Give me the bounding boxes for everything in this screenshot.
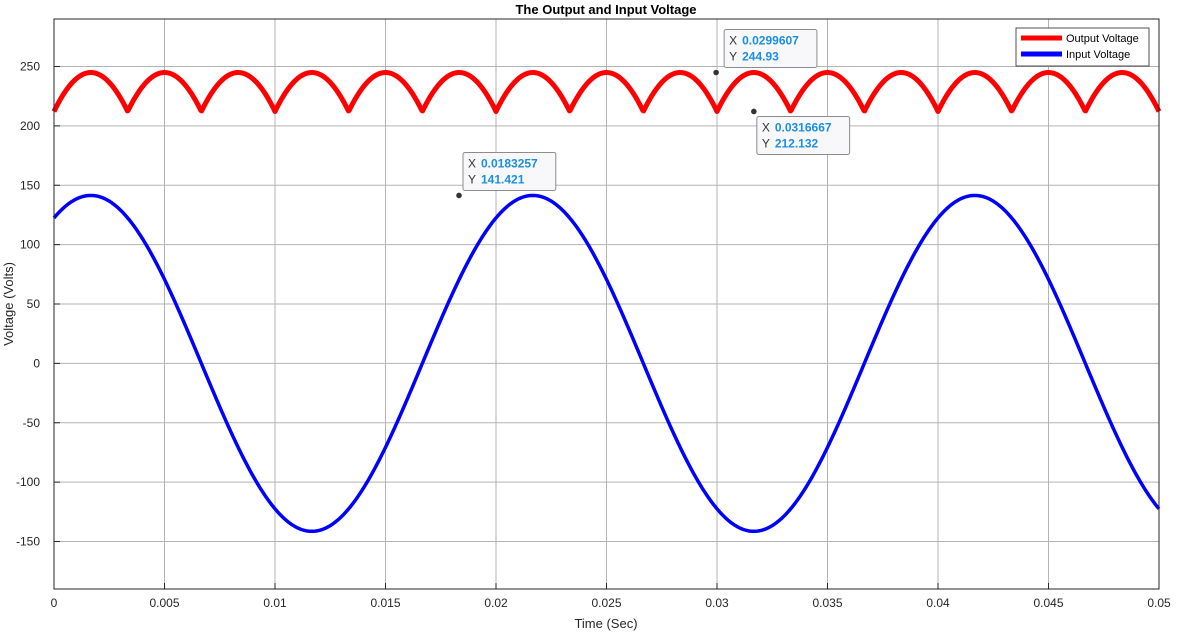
x-tick-label: 0.035 bbox=[812, 596, 842, 610]
x-tick-label: 0.03 bbox=[705, 596, 729, 610]
legend-label-output: Output Voltage bbox=[1066, 33, 1139, 45]
datatip[interactable]: X 0.0316667 Y 212.132 bbox=[750, 107, 851, 155]
datatip-x-value: 0.0316667 bbox=[775, 120, 832, 134]
series-layer bbox=[51, 70, 1162, 534]
y-tick-label: 150 bbox=[20, 178, 40, 192]
datatip-y-value: 141.421 bbox=[481, 172, 525, 186]
x-tick-label: 0.05 bbox=[1147, 596, 1171, 610]
x-tick-label: 0.005 bbox=[149, 596, 179, 610]
datatip-marker bbox=[712, 68, 720, 77]
datatip-x-value: 0.0183257 bbox=[481, 156, 538, 170]
datatip-y-value: 212.132 bbox=[775, 136, 819, 150]
x-tick-label: 0.02 bbox=[484, 596, 508, 610]
y-tick-label: -100 bbox=[16, 475, 40, 489]
datatip-y-key: Y bbox=[729, 50, 737, 64]
y-tick-label: 0 bbox=[33, 356, 40, 370]
legend-box bbox=[1015, 27, 1150, 67]
datatip-y-key: Y bbox=[468, 172, 476, 186]
datatip-box bbox=[462, 151, 557, 191]
datatip-x-key: X bbox=[468, 156, 476, 170]
datatip-marker bbox=[455, 191, 463, 200]
datatip-y-value: 244.93 bbox=[742, 50, 779, 64]
datatip[interactable]: X 0.0299607 Y 244.93 bbox=[712, 29, 818, 77]
y-tick-label: -150 bbox=[16, 535, 40, 549]
datatip-x-value: 0.0299607 bbox=[742, 34, 799, 48]
datatip-marker bbox=[750, 107, 758, 116]
legend[interactable]: Output Voltage Input Voltage bbox=[1015, 27, 1150, 67]
datatip-box bbox=[756, 115, 851, 155]
x-tick-label: 0.025 bbox=[591, 596, 621, 610]
datatip-box bbox=[723, 29, 818, 69]
y-axis-label: Voltage (Volts) bbox=[1, 262, 16, 346]
x-tick-label: 0.045 bbox=[1033, 596, 1063, 610]
y-tick-label: 100 bbox=[20, 238, 40, 252]
y-tick-label: 50 bbox=[27, 297, 41, 311]
datatip-x-key: X bbox=[762, 120, 770, 134]
y-axis-ticks: -150 -100 -50 0 50 100 150 200 250 bbox=[16, 60, 60, 549]
x-axis-ticks: 0 0.005 0.01 0.015 0.02 0.025 0.03 0.035 0.04 0.0… bbox=[51, 583, 1171, 610]
chart-title: The Output and Input Voltage bbox=[515, 2, 696, 17]
x-axis-label: Time (Sec) bbox=[574, 616, 637, 631]
legend-label-input: Input Voltage bbox=[1066, 49, 1130, 61]
x-tick-label: 0.015 bbox=[370, 596, 400, 610]
x-tick-label: 0.01 bbox=[263, 596, 287, 610]
y-tick-label: -50 bbox=[23, 416, 41, 430]
series-input-voltage-line bbox=[52, 193, 1161, 534]
y-tick-label: 200 bbox=[20, 119, 40, 133]
datatip-x-key: X bbox=[729, 34, 737, 48]
grid-lines bbox=[53, 19, 1160, 589]
x-tick-label: 0 bbox=[51, 596, 58, 610]
y-tick-label: 250 bbox=[20, 60, 40, 74]
x-tick-label: 0.04 bbox=[926, 596, 950, 610]
datatips: X 0.0183257 Y 141.421 X 0.0299607 Y 244.93 X 0.03… bbox=[455, 29, 851, 200]
series-output-voltage-line bbox=[51, 70, 1162, 114]
datatip-y-key: Y bbox=[762, 136, 770, 150]
datatip[interactable]: X 0.0183257 Y 141.421 bbox=[455, 151, 557, 200]
